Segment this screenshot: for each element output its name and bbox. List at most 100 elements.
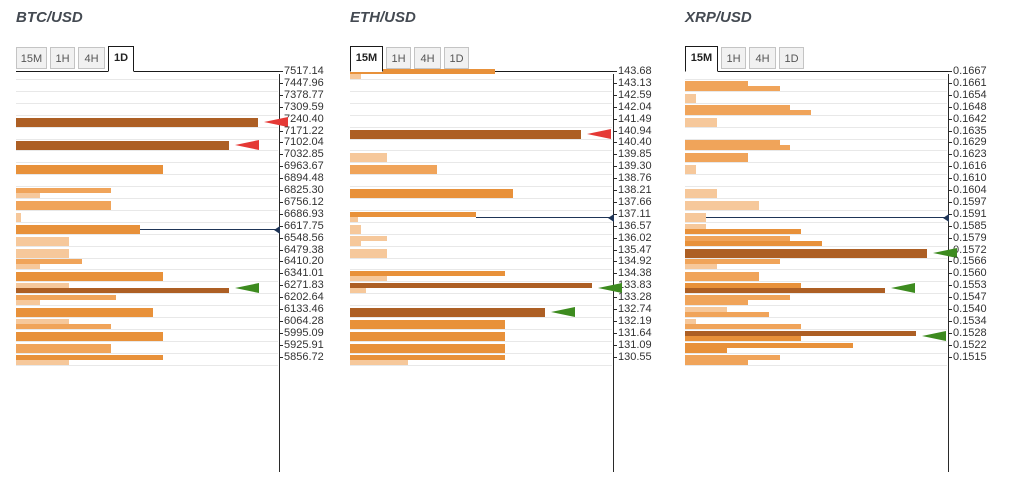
confluence-bar	[685, 335, 801, 341]
price-level-row: 138.76	[350, 172, 668, 188]
price-level-row: 132.74	[350, 303, 668, 318]
axis-tick	[613, 94, 617, 96]
grid-line	[16, 174, 278, 176]
current-price-line	[706, 216, 946, 218]
tab-15m[interactable]: 15M	[16, 47, 47, 69]
confluence-bar	[350, 359, 408, 365]
tab-4h[interactable]: 4H	[414, 47, 441, 69]
axis-tick	[613, 332, 617, 334]
price-level-row: 7032.85	[16, 148, 334, 164]
confluence-bar	[16, 318, 69, 324]
price-label: 5856.72	[284, 350, 324, 363]
confluence-bar	[16, 212, 21, 222]
price-label: 134.92	[618, 255, 652, 268]
confluence-bar	[350, 319, 505, 329]
price-level-row: 6479.38	[16, 243, 334, 259]
axis-tick	[279, 142, 283, 144]
grid-line	[350, 281, 612, 283]
confluence-bar	[685, 109, 811, 115]
price-level-row: 0.1648	[685, 101, 1003, 116]
grid-line	[16, 198, 278, 199]
tab-1h[interactable]: 1H	[50, 47, 75, 69]
grid-line	[685, 138, 947, 140]
grid-line	[685, 233, 947, 235]
price-level-row: 0.1528	[685, 326, 1003, 342]
price-level-row: 0.1597	[685, 195, 1003, 211]
axis-tick	[279, 273, 283, 275]
price-label: 6756.12	[284, 195, 324, 208]
axis-tick	[279, 332, 283, 334]
price-label: 6479.38	[284, 243, 324, 256]
price-label: 132.74	[618, 303, 652, 315]
tab-1d[interactable]: 1D	[444, 47, 469, 69]
price-label: 0.1566	[953, 255, 987, 268]
axis-tick	[279, 82, 283, 84]
axis-tick	[613, 201, 617, 203]
axis-tick	[613, 213, 617, 215]
grid-line	[685, 257, 947, 259]
price-level-row: 6963.67	[16, 160, 334, 176]
price-label: 0.1597	[953, 195, 987, 208]
price-level-row: 137.11	[350, 208, 668, 223]
grid-line	[685, 245, 947, 247]
tab-15m[interactable]: 15M	[350, 46, 383, 72]
confluence-bar	[685, 80, 748, 86]
panel-title: ETH/USD	[350, 9, 416, 26]
tab-1d[interactable]: 1D	[108, 46, 134, 72]
price-label: 143.13	[618, 76, 652, 89]
grid-line	[16, 281, 278, 283]
confluence-bar	[685, 104, 790, 110]
grid-line	[350, 317, 612, 318]
price-label: 7517.14	[284, 65, 324, 77]
confluence-bar	[350, 189, 513, 198]
price-level-row: 143.68	[350, 65, 668, 80]
price-level-row: 143.13	[350, 76, 668, 92]
grid-line	[16, 364, 278, 366]
confluence-bar	[350, 331, 505, 341]
price-level-row: 141.49	[350, 113, 668, 128]
grid-line	[350, 162, 612, 164]
price-level-row: 132.19	[350, 315, 668, 330]
axis-tick	[948, 178, 952, 180]
confluence-bar	[16, 188, 111, 193]
price-level-row: 142.04	[350, 101, 668, 116]
price-level-row: 6617.75	[16, 220, 334, 235]
axis-tick	[948, 356, 952, 358]
confluence-bar	[350, 216, 358, 222]
price-level-row: 0.1579	[685, 232, 1003, 247]
grid-line	[16, 90, 278, 92]
confluence-bar	[350, 288, 366, 294]
price-level-row: 0.1515	[685, 351, 1003, 366]
axis-tick	[279, 94, 283, 96]
tab-15m[interactable]: 15M	[685, 46, 718, 72]
price-level-row: 130.55	[350, 351, 668, 366]
price-label: 5925.91	[284, 338, 324, 351]
axis-tick	[613, 166, 617, 168]
grid-line	[685, 364, 947, 366]
tab-divider	[685, 71, 951, 72]
confluence-bar	[16, 248, 69, 258]
tab-4h[interactable]: 4H	[78, 47, 105, 69]
price-label: 0.1528	[953, 326, 987, 339]
confluence-bar	[16, 117, 258, 127]
axis-tick	[279, 225, 283, 227]
price-label: 0.1635	[953, 124, 987, 137]
tab-1d[interactable]: 1D	[779, 47, 804, 69]
axis-tick	[948, 166, 952, 168]
price-level-row: 5995.09	[16, 327, 334, 342]
price-level-row: 7102.04	[16, 136, 334, 152]
confluence-bar	[16, 343, 111, 353]
price-level-row: 7240.40	[16, 113, 334, 128]
confluence-bar	[685, 223, 706, 229]
axis-tick	[948, 237, 952, 239]
axis-tick	[948, 118, 952, 120]
tab-1h[interactable]: 1H	[386, 47, 411, 69]
confluence-chart: 0.1667 0.1661 0.1654 0.1648 0.1642 0.1635 0.16…	[685, 65, 1003, 472]
current-price-arrow-icon	[943, 213, 949, 222]
tab-1h[interactable]: 1H	[721, 47, 746, 69]
grid-line	[16, 221, 278, 223]
grid-line	[16, 138, 278, 140]
grid-line	[350, 269, 612, 271]
tab-4h[interactable]: 4H	[749, 47, 776, 69]
grid-line	[16, 150, 278, 152]
